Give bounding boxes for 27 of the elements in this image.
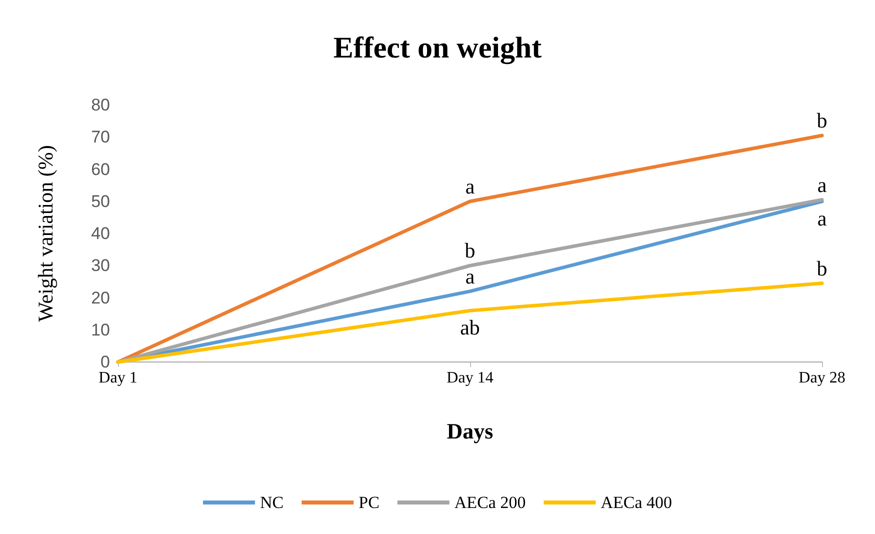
annotation: a xyxy=(817,172,828,197)
y-tick-label: 50 xyxy=(91,192,110,211)
x-axis-title: Days xyxy=(446,418,494,444)
chart-title: Effect on weight xyxy=(333,32,542,64)
x-tick-label: Day 28 xyxy=(798,370,846,386)
annotation: b xyxy=(816,108,828,133)
y-tick-label: 10 xyxy=(91,320,110,340)
legend-label: PC xyxy=(358,493,380,512)
y-tick-label: 40 xyxy=(91,224,110,243)
annotation: b xyxy=(464,238,476,263)
y-tick-label: 0 xyxy=(100,352,110,372)
annotation: b xyxy=(816,256,828,280)
legend-label: AECa 400 xyxy=(600,493,672,512)
legend-label: NC xyxy=(260,493,284,512)
annotation: ab xyxy=(460,316,480,340)
x-tick-label: Day 1 xyxy=(98,370,138,386)
x-tick-label: Day 14 xyxy=(446,370,494,386)
annotation: a xyxy=(817,206,828,230)
y-tick-label: 80 xyxy=(91,96,110,114)
legend-label: AECa 200 xyxy=(454,493,526,512)
y-tick-label: 30 xyxy=(91,256,110,276)
y-tick-label: 20 xyxy=(91,288,110,308)
annotation: a xyxy=(465,264,476,288)
annotation: a xyxy=(465,174,476,198)
y-tick-label: 70 xyxy=(91,128,110,147)
y-axis-title: Weight variation (%) xyxy=(34,145,58,322)
y-tick-label: 60 xyxy=(91,160,110,179)
